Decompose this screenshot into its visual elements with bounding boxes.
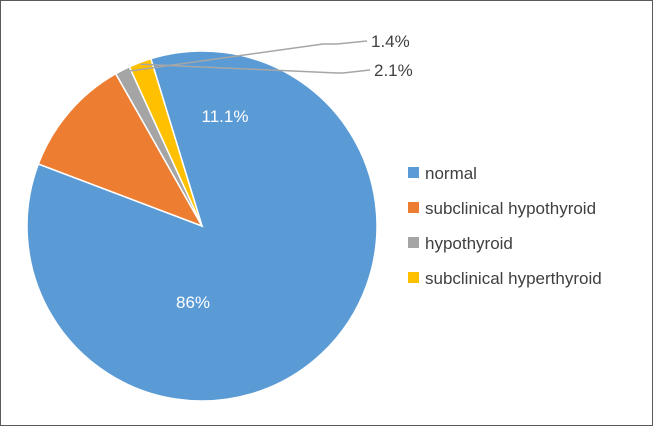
legend-label-subclinical-hypothyroid: subclinical hypothyroid <box>425 199 596 218</box>
legend-label-normal: normal <box>425 164 477 183</box>
legend-label-subclinical-hyperthyroid: subclinical hyperthyroid <box>425 269 602 288</box>
leader-line-subclinical-hyperthyroid <box>140 63 371 74</box>
leader-lines <box>123 40 371 74</box>
pie-slices <box>26 50 378 402</box>
legend-label-hypothyroid: hypothyroid <box>425 234 513 253</box>
pie-slice-subclinical-hypothyroid <box>37 72 204 228</box>
data-label-normal: 86% <box>176 293 210 312</box>
legend-swatch-subclinical-hyperthyroid <box>408 272 419 283</box>
legend-swatch-subclinical-hypothyroid <box>408 202 419 213</box>
pie-slice-subclinical-hyperthyroid <box>128 57 203 227</box>
leader-line-hypothyroid <box>123 40 368 73</box>
data-label-subclinical-hyperthyroid: 2.1% <box>374 61 413 80</box>
legend: normal subclinical hypothyroid hypothyroid… <box>408 164 602 288</box>
legend-swatch-normal <box>408 167 419 178</box>
data-label-hypothyroid: 1.4% <box>371 32 410 51</box>
data-labels: 86% 11.1% 1.4% 2.1% <box>176 32 413 312</box>
data-label-subclinical-hypothyroid: 11.1% <box>202 107 249 126</box>
legend-swatch-hypothyroid <box>408 237 419 248</box>
